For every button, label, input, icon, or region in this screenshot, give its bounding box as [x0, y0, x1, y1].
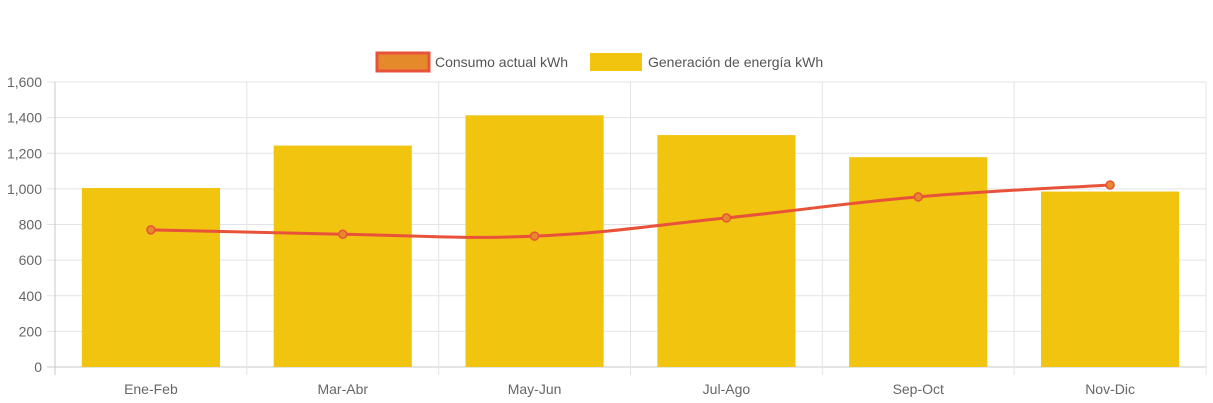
- point-consumo-sep-oct[interactable]: [913, 192, 923, 202]
- x-tick-label: May-Jun: [508, 381, 562, 397]
- legend-item-generacion[interactable]: Generación de energía kWh: [590, 53, 823, 71]
- y-axis: 0 200 400 600 800 1,000 1,200 1,400 1,600: [7, 74, 42, 375]
- y-tick-label: 1,200: [7, 145, 42, 161]
- point-consumo-may-jun[interactable]: [529, 231, 540, 241]
- legend-swatch-generacion: [590, 53, 642, 71]
- bar-generacion-ene-feb[interactable]: [81, 187, 220, 367]
- x-tick-label: Mar-Abr: [317, 381, 368, 397]
- y-tick-label: 1,600: [7, 74, 42, 90]
- point-consumo-nov-dic[interactable]: [1105, 180, 1115, 190]
- legend-label-generacion: Generación de energía kWh: [648, 54, 823, 70]
- bar-generacion-may-jun[interactable]: [465, 115, 604, 367]
- bar-generacion-nov-dic[interactable]: [1041, 191, 1180, 367]
- legend-label-consumo: Consumo actual kWh: [435, 54, 568, 70]
- x-tick-label: Jul-Ago: [703, 381, 751, 397]
- y-tick-label: 800: [19, 217, 43, 233]
- legend-item-consumo[interactable]: Consumo actual kWh: [375, 51, 568, 73]
- y-tick-label: 600: [19, 252, 43, 268]
- legend-swatch-consumo: [375, 51, 431, 73]
- x-tick-label: Nov-Dic: [1085, 381, 1135, 397]
- line-consumo: [150, 183, 1111, 239]
- y-tick-label: 1,000: [7, 181, 42, 197]
- x-tick-label: Sep-Oct: [893, 381, 944, 397]
- y-tick-label: 1,400: [7, 110, 42, 126]
- bar-generacion-jul-ago[interactable]: [657, 135, 796, 367]
- y-tick-label: 0: [34, 359, 42, 375]
- y-tick-label: 400: [19, 288, 43, 304]
- line-series: [146, 180, 1115, 241]
- point-consumo-ene-feb[interactable]: [146, 225, 156, 235]
- x-tick-label: Ene-Feb: [124, 381, 178, 397]
- bar-generacion-mar-abr[interactable]: [273, 145, 412, 367]
- y-tick-label: 200: [19, 323, 43, 339]
- point-consumo-mar-abr[interactable]: [338, 229, 348, 240]
- legend: Consumo actual kWh Generación de energía…: [375, 51, 823, 73]
- x-axis: Ene-Feb Mar-Abr May-Jun Jul-Ago Sep-Oct Nov-D…: [124, 381, 1135, 397]
- bar-generacion-sep-oct[interactable]: [849, 157, 988, 367]
- point-consumo-jul-ago[interactable]: [721, 213, 732, 223]
